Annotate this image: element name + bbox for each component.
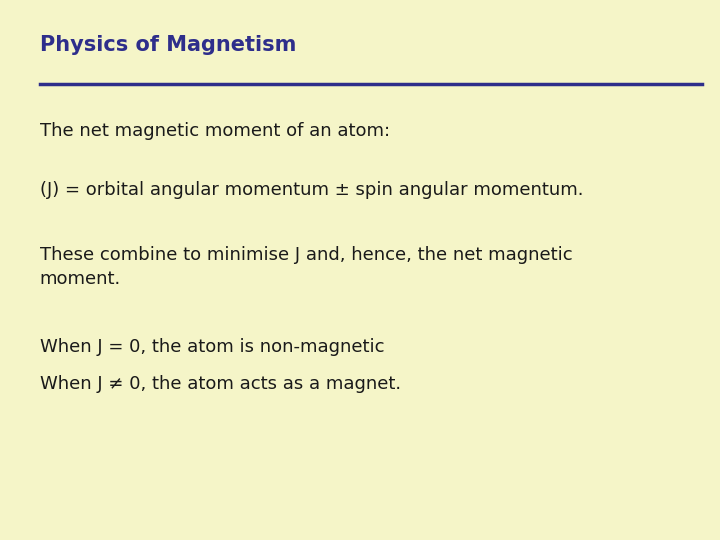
Text: Physics of Magnetism: Physics of Magnetism	[40, 35, 296, 55]
Text: These combine to minimise J and, hence, the net magnetic
moment.: These combine to minimise J and, hence, …	[40, 246, 572, 288]
Text: (J) = orbital angular momentum ± spin angular momentum.: (J) = orbital angular momentum ± spin an…	[40, 181, 583, 199]
Text: When J = 0, the atom is non-magnetic: When J = 0, the atom is non-magnetic	[40, 338, 384, 355]
Text: When J ≠ 0, the atom acts as a magnet.: When J ≠ 0, the atom acts as a magnet.	[40, 375, 401, 393]
Text: The net magnetic moment of an atom:: The net magnetic moment of an atom:	[40, 122, 390, 139]
